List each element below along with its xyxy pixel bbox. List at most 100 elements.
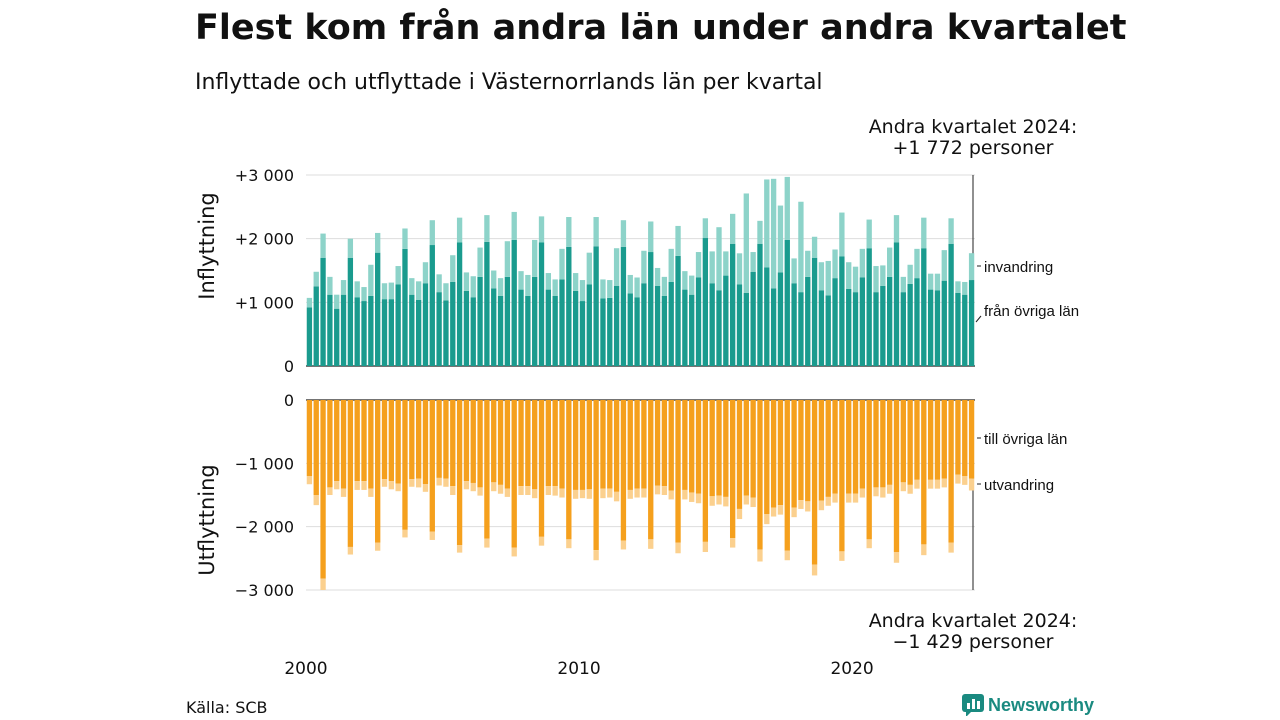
bar-invandring: [511, 211, 517, 240]
bar-utvandring: [934, 479, 941, 489]
bar-invandring: [764, 179, 770, 268]
bar-inrikes-utflyttning: [907, 400, 913, 485]
legend-label: till övriga län: [984, 431, 1067, 448]
bar-invandring: [880, 265, 886, 286]
bar-inrikes-inflyttning: [941, 280, 947, 366]
bar-inrikes-inflyttning: [525, 295, 531, 366]
bar-inrikes-inflyttning: [354, 297, 360, 366]
bar-inrikes-inflyttning: [764, 267, 770, 366]
bar-inrikes-utflyttning: [361, 400, 367, 482]
bar-inrikes-inflyttning: [839, 256, 845, 366]
bar-utvandring: [968, 478, 975, 491]
bar-invandring: [429, 220, 435, 246]
bar-utvandring: [579, 489, 586, 499]
bar-invandring: [955, 281, 961, 293]
bar-invandring: [613, 248, 620, 286]
bar-invandring: [654, 267, 661, 286]
bar-inrikes-utflyttning: [716, 400, 722, 496]
legend-leader: [975, 315, 982, 323]
bar-utvandring: [484, 538, 490, 548]
bar-inrikes-utflyttning: [846, 400, 852, 494]
bar-utvandring: [941, 478, 947, 488]
bar-inrikes-utflyttning: [320, 400, 326, 579]
bar-utvandring: [436, 477, 442, 486]
bar-utvandring: [702, 541, 709, 552]
bar-utvandring: [716, 495, 722, 505]
bar-inrikes-utflyttning: [340, 400, 347, 489]
bar-layer: [306, 176, 975, 590]
bar-invandring: [491, 270, 497, 289]
bar-invandring: [839, 212, 845, 257]
bar-inrikes-utflyttning: [634, 400, 640, 489]
bar-inrikes-inflyttning: [566, 246, 572, 366]
bar-inrikes-inflyttning: [648, 252, 654, 366]
bar-inrikes-utflyttning: [613, 400, 620, 492]
bar-invandring: [859, 248, 866, 278]
bar-invandring: [463, 272, 470, 291]
bar-invandring: [627, 274, 633, 294]
bar-invandring: [361, 287, 367, 302]
bar-utvandring: [354, 481, 360, 490]
bar-utvandring: [648, 539, 654, 549]
bar-inrikes-utflyttning: [381, 400, 388, 480]
bar-invandring: [818, 262, 825, 291]
brand-logo: Newsworthy: [962, 694, 1094, 716]
bar-inrikes-utflyttning: [757, 400, 763, 550]
bar-invandring: [381, 283, 388, 300]
bar-inrikes-inflyttning: [613, 285, 620, 366]
y-axis-title: Utflyttning: [195, 464, 219, 576]
bar-invandring: [941, 250, 947, 281]
bar-invandring: [770, 178, 777, 289]
bar-utvandring: [832, 493, 838, 503]
bar-inrikes-inflyttning: [429, 245, 435, 366]
bar-inrikes-utflyttning: [559, 400, 565, 489]
bar-invandring: [948, 218, 954, 244]
bar-invandring: [572, 273, 579, 291]
bar-inrikes-utflyttning: [572, 400, 579, 490]
bar-utvandring: [818, 500, 825, 511]
bar-invandring: [723, 251, 729, 276]
bar-inrikes-utflyttning: [934, 400, 941, 480]
bar-inrikes-inflyttning: [873, 292, 879, 366]
bar-invandring: [566, 217, 572, 247]
bar-utvandring: [729, 538, 736, 548]
bar-invandring: [634, 277, 640, 298]
bar-inrikes-utflyttning: [702, 400, 709, 542]
bar-utvandring: [764, 514, 770, 525]
bar-inrikes-inflyttning: [600, 298, 606, 366]
bar-inrikes-inflyttning: [415, 299, 422, 366]
bar-utvandring: [532, 489, 538, 499]
bar-utvandring: [695, 493, 702, 504]
bar-invandring: [934, 273, 941, 291]
bar-invandring: [968, 253, 975, 281]
bar-inrikes-utflyttning: [743, 400, 749, 496]
bar-utvandring: [859, 488, 866, 498]
bar-inrikes-utflyttning: [327, 400, 333, 488]
bar-utvandring: [559, 488, 565, 498]
bar-utvandring: [661, 486, 668, 495]
bar-inrikes-utflyttning: [497, 400, 504, 485]
bar-inrikes-inflyttning: [627, 293, 633, 366]
bar-invandring: [354, 281, 360, 298]
bar-inrikes-inflyttning: [661, 295, 668, 366]
bar-invandring: [846, 262, 852, 289]
bar-inrikes-inflyttning: [695, 277, 702, 366]
bar-inrikes-utflyttning: [525, 400, 531, 487]
bar-utvandring: [313, 495, 319, 506]
bar-invandring: [484, 215, 490, 242]
bar-inrikes-inflyttning: [914, 278, 920, 366]
bar-inrikes-utflyttning: [729, 400, 736, 539]
x-tick-label: 2000: [284, 659, 327, 679]
bar-inrikes-inflyttning: [791, 283, 797, 366]
bar-invandring: [777, 205, 784, 273]
bar-inrikes-utflyttning: [415, 400, 422, 479]
bar-utvandring: [552, 486, 558, 496]
bar-utvandring: [784, 550, 790, 561]
bar-utvandring: [927, 479, 934, 489]
bar-invandring: [347, 238, 354, 258]
bar-inrikes-inflyttning: [921, 248, 927, 366]
bar-inrikes-utflyttning: [880, 400, 886, 488]
bar-inrikes-utflyttning: [695, 400, 702, 494]
bar-invandring: [340, 280, 347, 295]
bar-invandring: [866, 219, 872, 249]
